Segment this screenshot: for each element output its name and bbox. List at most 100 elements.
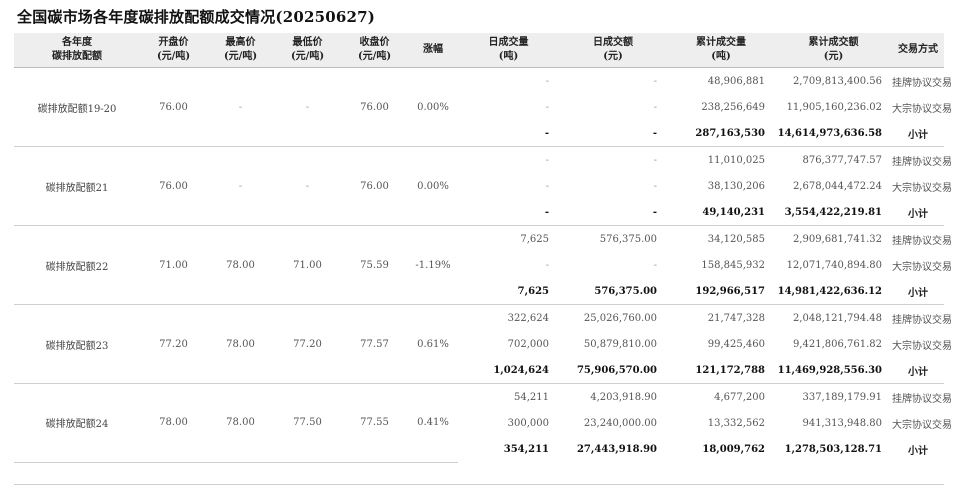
daily-amount: 27,443,918.90: [576, 443, 657, 455]
daily-amount: 576,375.00: [599, 233, 657, 245]
cumulative-amount: 2,048,121,794.48: [792, 312, 882, 324]
daily-volume: 7,625: [520, 233, 549, 245]
daily-volume: 54,211: [514, 391, 549, 403]
table-row: 300,000 23,240,000.00 13,332,562 941,313…: [14, 410, 952, 436]
cumulative-volume: 38,130,206: [707, 180, 765, 192]
header-high-price: 最高价 (元/吨): [207, 33, 274, 68]
trade-mode: 挂牌协议交易: [892, 235, 952, 247]
daily-volume: -: [545, 75, 549, 87]
low-price: 71.00: [274, 225, 341, 305]
table-row: 碳排放配额23 77.20 78.00 77.20 77.57 0.61% 32…: [14, 304, 952, 384]
trade-mode: 大宗协议交易: [892, 261, 952, 273]
header-change: 涨幅: [408, 33, 458, 68]
change-pct: 0.41%: [408, 383, 458, 463]
daily-volume: 300,000: [507, 417, 549, 429]
cumulative-amount: 11,469,928,556.30: [775, 357, 892, 384]
high-price: 78.00: [207, 304, 274, 384]
subtotal-row: 1,024,624 75,906,570.00 121,172,788 11,4…: [14, 357, 944, 384]
trade-mode: 小计: [892, 278, 944, 305]
cumulative-amount: 2,909,681,741.32: [792, 233, 882, 245]
daily-amount: -: [653, 101, 657, 113]
daily-amount: 50,879,810.00: [583, 338, 657, 350]
subtotal-row: - - 49,140,231 3,554,422,219.81 小计: [14, 199, 944, 226]
quota-name: 碳排放配额21: [14, 146, 140, 226]
change-pct: 0.00%: [408, 67, 458, 147]
trade-mode: 大宗协议交易: [892, 340, 952, 352]
cumulative-amount: 2,709,813,400.56: [792, 75, 882, 87]
trade-mode: 大宗协议交易: [892, 103, 952, 115]
carbon-trading-table: 各年度 碳排放配额 开盘价 (元/吨) 最高价 (元/吨) 最低价 (元/吨) 收盘价(…: [14, 33, 952, 463]
change-pct: -1.19%: [408, 225, 458, 305]
daily-amount: -: [653, 75, 657, 87]
cumulative-volume: 287,163,530: [667, 120, 775, 147]
daily-amount: 23,240,000.00: [583, 417, 657, 429]
high-price: 78.00: [207, 383, 274, 463]
quota-name: 碳排放配额24: [14, 383, 140, 463]
daily-volume: 354,211: [503, 443, 549, 455]
daily-amount: 75,906,570.00: [559, 357, 667, 384]
daily-amount: 25,026,760.00: [583, 312, 657, 324]
cumulative-volume: 18,009,762: [702, 443, 765, 455]
daily-volume: -: [458, 199, 559, 226]
daily-volume: -: [545, 180, 549, 192]
header-quota: 各年度 碳排放配额: [14, 33, 140, 68]
daily-amount: -: [559, 199, 667, 226]
header-low-price: 最低价 (元/吨): [274, 33, 341, 68]
high-price: 78.00: [207, 225, 274, 305]
cumulative-volume: 11,010,025: [707, 154, 765, 166]
cumulative-amount: 1,278,503,128.71: [784, 443, 882, 455]
trade-mode: 大宗协议交易: [892, 419, 952, 431]
cumulative-amount: 12,071,740,894.80: [786, 259, 882, 271]
cumulative-volume: 121,172,788: [667, 357, 775, 384]
open-price: 76.00: [140, 67, 207, 147]
subtotal-row: 354,211 27,443,918.90 18,009,762 1,278,5…: [14, 436, 944, 462]
cumulative-volume: 48,906,881: [707, 75, 765, 87]
cumulative-volume: 99,425,460: [707, 338, 765, 350]
daily-amount: -: [653, 259, 657, 271]
daily-amount: -: [653, 180, 657, 192]
open-price: 76.00: [140, 146, 207, 226]
table-header-row: 各年度 碳排放配额 开盘价 (元/吨) 最高价 (元/吨) 最低价 (元/吨) 收盘价(…: [14, 33, 944, 68]
header-daily-volume: 日成交量 (吨): [458, 33, 559, 68]
daily-volume: -: [545, 154, 549, 166]
header-cumulative-volume: 累计成交量 (吨): [667, 33, 775, 68]
quota-name: 碳排放配额22: [14, 225, 140, 305]
trade-mode: 大宗协议交易: [892, 182, 952, 194]
daily-volume: -: [545, 259, 549, 271]
high-price: -: [207, 146, 274, 226]
cumulative-amount: 876,377,747.57: [802, 154, 882, 166]
daily-volume: 7,625: [458, 278, 559, 305]
change-pct: 0.00%: [408, 146, 458, 226]
daily-volume: 322,624: [507, 312, 549, 324]
header-daily-amount: 日成交额 (元): [559, 33, 667, 68]
daily-volume: 702,000: [507, 338, 549, 350]
cumulative-volume: 34,120,585: [707, 233, 765, 245]
cumulative-amount: 9,421,806,761.82: [792, 338, 882, 350]
header-close-price: 收盘价 (元/吨): [341, 33, 408, 68]
trade-mode: 小计: [892, 120, 944, 147]
daily-amount: 4,203,918.90: [590, 391, 657, 403]
high-price: -: [207, 67, 274, 147]
cumulative-amount: 941,313,948.80: [802, 417, 882, 429]
cumulative-volume: 49,140,231: [667, 199, 775, 226]
open-price: 77.20: [140, 304, 207, 384]
cumulative-amount: 337,189,179.91: [802, 391, 882, 403]
close-price: 75.59: [341, 225, 408, 305]
low-price: 77.50: [274, 383, 341, 463]
daily-amount: -: [653, 154, 657, 166]
trade-mode: 挂牌协议交易: [892, 393, 952, 405]
low-price: 77.20: [274, 304, 341, 384]
trade-mode: 挂牌协议交易: [892, 314, 952, 326]
daily-volume: 1,024,624: [458, 357, 559, 384]
subtotal-row: 7,625 576,375.00 192,966,517 14,981,422,…: [14, 278, 944, 305]
quota-name: 碳排放配额23: [14, 304, 140, 384]
change-pct: 0.61%: [408, 304, 458, 384]
cumulative-volume: 13,332,562: [707, 417, 765, 429]
table-row: 702,000 50,879,810.00 99,425,460 9,421,8…: [14, 331, 952, 357]
daily-amount: -: [559, 120, 667, 147]
trade-mode: 挂牌协议交易: [892, 77, 952, 89]
cumulative-amount: 3,554,422,219.81: [775, 199, 892, 226]
subtotal-row: - - 287,163,530 14,614,973,636.58 小计: [14, 120, 944, 147]
daily-amount: 576,375.00: [559, 278, 667, 305]
cumulative-volume: 192,966,517: [667, 278, 775, 305]
